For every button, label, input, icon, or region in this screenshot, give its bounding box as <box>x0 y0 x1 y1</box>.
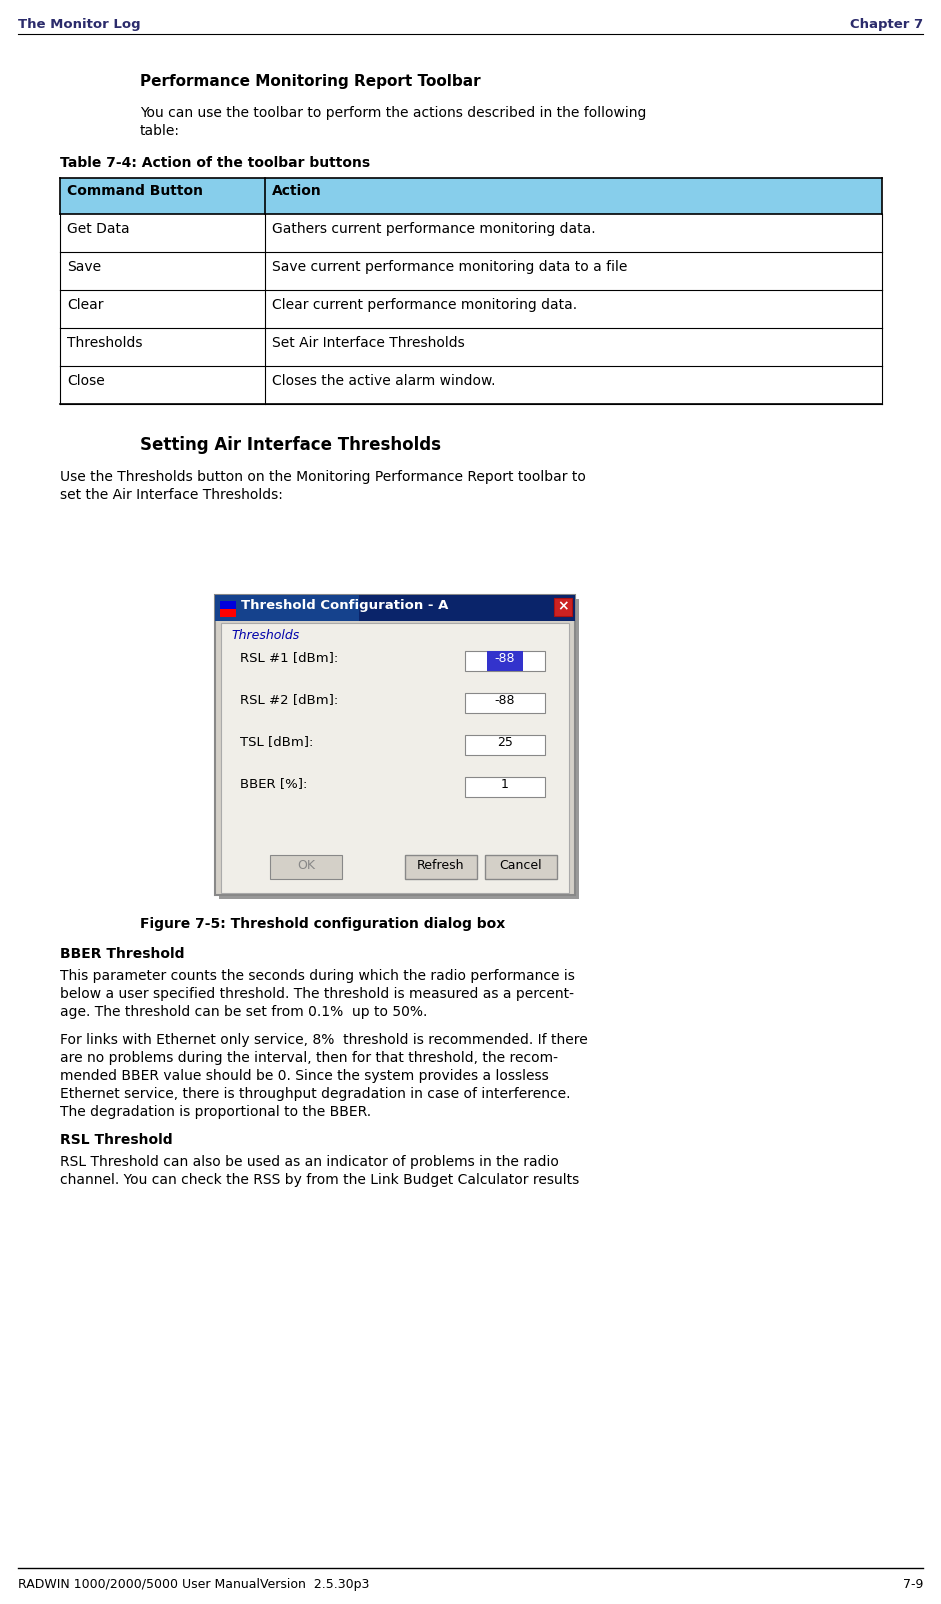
Text: Set Air Interface Thresholds: Set Air Interface Thresholds <box>272 335 465 350</box>
Text: Thresholds: Thresholds <box>231 629 299 642</box>
Bar <box>465 693 545 714</box>
Bar <box>60 327 882 366</box>
Text: ×: × <box>557 598 568 613</box>
Text: Close: Close <box>67 374 104 388</box>
Bar <box>220 602 236 610</box>
Text: Chapter 7: Chapter 7 <box>850 18 923 30</box>
Text: Table 7-4: Action of the toolbar buttons: Table 7-4: Action of the toolbar buttons <box>60 156 370 170</box>
Text: TSL [dBm]:: TSL [dBm]: <box>240 735 313 747</box>
Text: Closes the active alarm window.: Closes the active alarm window. <box>272 374 496 388</box>
Text: below a user specified threshold. The threshold is measured as a percent-: below a user specified threshold. The th… <box>60 986 574 1001</box>
Text: This parameter counts the seconds during which the radio performance is: This parameter counts the seconds during… <box>60 969 575 983</box>
Bar <box>220 602 236 618</box>
Bar <box>465 735 545 755</box>
Text: 1: 1 <box>501 778 509 791</box>
Bar <box>60 178 882 213</box>
Text: Clear: Clear <box>67 298 104 313</box>
Bar <box>465 651 545 670</box>
Bar <box>405 855 477 879</box>
Bar <box>60 252 882 290</box>
Text: OK: OK <box>297 860 315 873</box>
Text: BBER [%]:: BBER [%]: <box>240 776 308 791</box>
Text: Performance Monitoring Report Toolbar: Performance Monitoring Report Toolbar <box>140 74 481 88</box>
Text: RSL #1 [dBm]:: RSL #1 [dBm]: <box>240 651 338 664</box>
Bar <box>219 598 579 898</box>
Text: Clear current performance monitoring data.: Clear current performance monitoring dat… <box>272 298 577 313</box>
Text: The degradation is proportional to the BBER.: The degradation is proportional to the B… <box>60 1105 371 1120</box>
Text: Thresholds: Thresholds <box>67 335 142 350</box>
Text: age. The threshold can be set from 0.1%  up to 50%.: age. The threshold can be set from 0.1% … <box>60 1006 427 1019</box>
Text: Save current performance monitoring data to a file: Save current performance monitoring data… <box>272 260 628 274</box>
Bar <box>215 595 575 621</box>
Text: RADWIN 1000/2000/5000 User ManualVersion  2.5.30p3: RADWIN 1000/2000/5000 User ManualVersion… <box>18 1578 370 1591</box>
Text: 7-9: 7-9 <box>902 1578 923 1591</box>
Text: Action: Action <box>272 184 322 197</box>
Text: -88: -88 <box>495 651 516 666</box>
Bar <box>221 622 569 893</box>
Text: Setting Air Interface Thresholds: Setting Air Interface Thresholds <box>140 436 441 454</box>
Bar <box>465 776 545 797</box>
Text: Cancel: Cancel <box>500 860 542 873</box>
Text: 25: 25 <box>497 736 513 749</box>
Text: mended BBER value should be 0. Since the system provides a lossless: mended BBER value should be 0. Since the… <box>60 1068 549 1083</box>
Text: table:: table: <box>140 124 180 138</box>
Text: Ethernet service, there is throughput degradation in case of interference.: Ethernet service, there is throughput de… <box>60 1088 570 1100</box>
Bar <box>60 213 882 252</box>
Text: Get Data: Get Data <box>67 221 130 236</box>
Text: are no problems during the interval, then for that threshold, the recom-: are no problems during the interval, the… <box>60 1051 558 1065</box>
Text: You can use the toolbar to perform the actions described in the following: You can use the toolbar to perform the a… <box>140 106 646 120</box>
Text: BBER Threshold: BBER Threshold <box>60 946 184 961</box>
Bar <box>215 595 575 895</box>
Text: For links with Ethernet only service, 8%  threshold is recommended. If there: For links with Ethernet only service, 8%… <box>60 1033 588 1047</box>
Text: set the Air Interface Thresholds:: set the Air Interface Thresholds: <box>60 488 283 502</box>
Text: Save: Save <box>67 260 101 274</box>
Bar <box>485 855 557 879</box>
Text: -88: -88 <box>495 695 516 707</box>
Bar <box>554 598 572 616</box>
Text: RSL #2 [dBm]:: RSL #2 [dBm]: <box>240 693 338 706</box>
Text: RSL Threshold can also be used as an indicator of problems in the radio: RSL Threshold can also be used as an ind… <box>60 1155 559 1169</box>
Text: Threshold Configuration - A: Threshold Configuration - A <box>241 598 448 613</box>
Text: Gathers current performance monitoring data.: Gathers current performance monitoring d… <box>272 221 596 236</box>
Bar <box>220 610 236 618</box>
Text: Refresh: Refresh <box>417 860 465 873</box>
Bar <box>60 290 882 327</box>
Bar <box>270 855 342 879</box>
Text: The Monitor Log: The Monitor Log <box>18 18 140 30</box>
Text: RSL Threshold: RSL Threshold <box>60 1132 172 1147</box>
Text: Use the Thresholds button on the Monitoring Performance Report toolbar to: Use the Thresholds button on the Monitor… <box>60 470 586 484</box>
Text: channel. You can check the RSS by from the Link Budget Calculator results: channel. You can check the RSS by from t… <box>60 1173 580 1187</box>
Text: Figure 7-5: Threshold configuration dialog box: Figure 7-5: Threshold configuration dial… <box>140 917 505 930</box>
Bar <box>60 366 882 404</box>
Bar <box>215 595 359 621</box>
Text: Command Button: Command Button <box>67 184 203 197</box>
Bar <box>487 651 523 670</box>
